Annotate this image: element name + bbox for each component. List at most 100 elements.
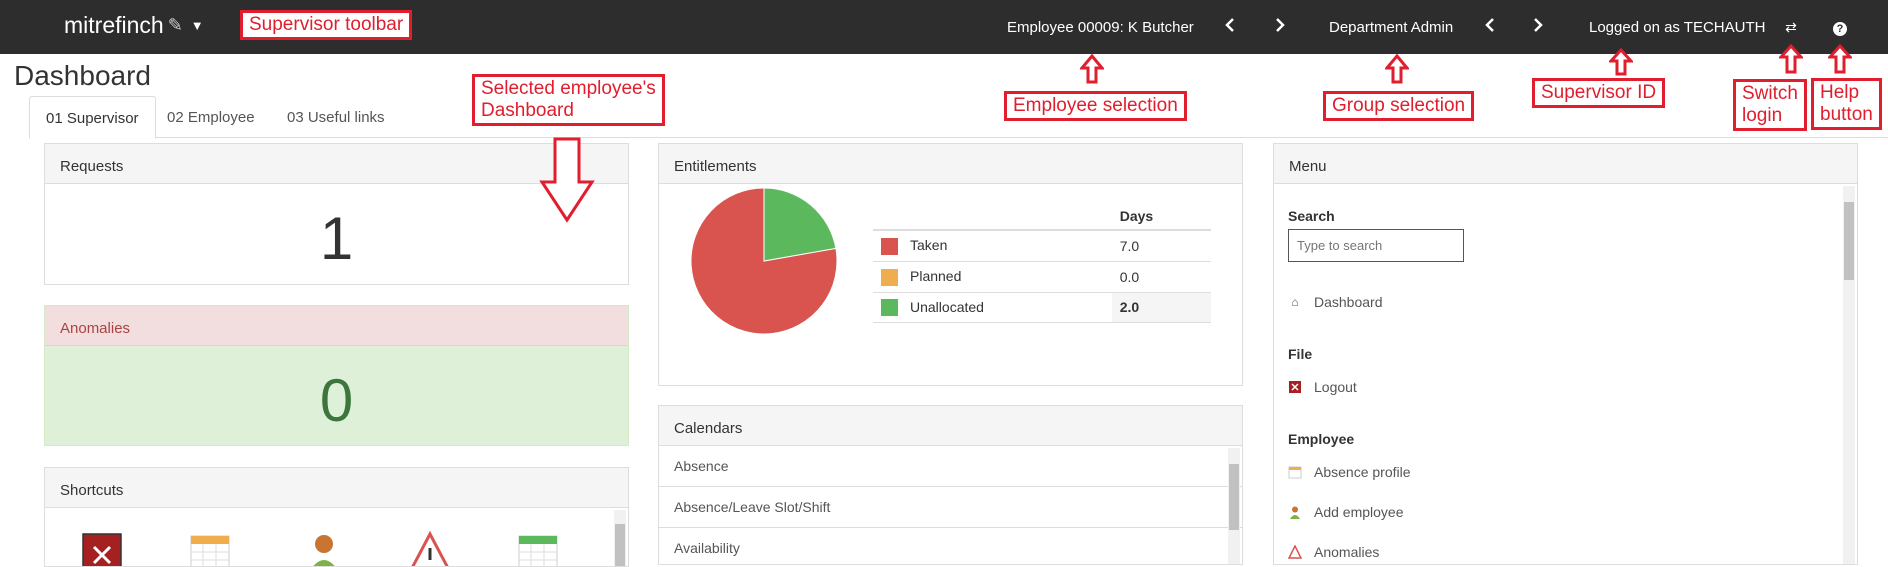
brand-logo: mitrefinch (64, 12, 164, 38)
taken-swatch (881, 237, 898, 255)
chevron-left-icon (1485, 18, 1494, 32)
menu-anomalies-label: Anomalies (1314, 544, 1380, 560)
label-col-header (873, 203, 1112, 231)
group-selection-label[interactable]: Department Admin (1329, 19, 1454, 36)
unallocated-label: Unallocated (910, 298, 984, 315)
group-next-button[interactable] (1526, 15, 1550, 39)
chevron-right-icon (1534, 18, 1543, 32)
menu-absence-profile-link[interactable]: Absence profile (1288, 464, 1411, 480)
requests-count[interactable]: 1 (319, 205, 354, 272)
tab-employee[interactable]: 02 Employee (167, 109, 255, 126)
absence-calendar-shortcut[interactable] (189, 530, 231, 566)
planned-value: 0.0 (1111, 261, 1211, 293)
requests-panel: Requests 1 (44, 143, 629, 285)
annotation-employee-selection: Employee selection (1004, 91, 1187, 121)
warning-icon (1287, 544, 1303, 559)
annotation-up-arrow-icon (1385, 54, 1409, 84)
planned-swatch (881, 268, 898, 286)
menu-panel: Menu Search ⌂ Dashboard File Logout Empl… (1273, 143, 1858, 565)
group-prev-button[interactable] (1478, 15, 1502, 39)
annotation-group-selection: Group selection (1323, 91, 1475, 121)
annotation-up-arrow-icon (1828, 44, 1852, 74)
pie-slice-taken (690, 187, 838, 335)
calendar-absence-link[interactable]: Absence (659, 446, 1242, 487)
annotation-switch-login-line1: Switch (1742, 83, 1798, 104)
anomalies-shortcut[interactable] (409, 530, 451, 566)
switch-login-button[interactable]: ⇄ (1779, 15, 1803, 39)
shortcuts-panel: Shortcuts (44, 467, 629, 567)
logout-shortcut[interactable] (81, 530, 123, 566)
calendar-availability-link[interactable]: Availability (659, 528, 1242, 564)
anomalies-title: Anomalies (45, 306, 628, 346)
shortcuts-scrollbar[interactable] (614, 510, 626, 566)
menu-scrollbar[interactable] (1843, 186, 1855, 564)
entitlements-title: Entitlements (659, 144, 1242, 184)
calendars-panel: Calendars Absence Absence/Leave Slot/Shi… (658, 405, 1243, 565)
search-label: Search (1288, 208, 1335, 224)
entitlements-pie-chart (690, 187, 838, 335)
brand-menu[interactable]: mitrefinch ✎ ▼ (64, 12, 204, 39)
planned-label: Planned (910, 267, 962, 284)
annotation-up-arrow-icon (1080, 54, 1104, 84)
employee-shortcut[interactable] (303, 530, 345, 566)
annotation-help-button-line1: Help (1820, 82, 1860, 103)
tab-useful-links[interactable]: 03 Useful links (287, 109, 385, 126)
menu-logout-label: Logout (1314, 379, 1357, 395)
chevron-left-icon (1225, 18, 1234, 32)
scrollbar-thumb[interactable] (1844, 202, 1854, 280)
annotation-down-arrow-icon (539, 137, 595, 223)
menu-add-employee-link[interactable]: Add employee (1288, 504, 1404, 520)
annotation-switch-login: Switch login (1733, 79, 1807, 131)
file-section-label: File (1288, 346, 1313, 362)
scrollbar-thumb[interactable] (615, 524, 625, 566)
requests-title: Requests (45, 144, 628, 184)
annotation-selected-dashboard: Selected employee's Dashboard (472, 74, 665, 126)
pie-slice-unallocated (763, 187, 837, 262)
menu-dashboard-label: Dashboard (1314, 294, 1383, 310)
calendar-absence-leave-link[interactable]: Absence/Leave Slot/Shift (659, 487, 1242, 528)
menu-logout-link[interactable]: Logout (1288, 379, 1357, 395)
calendar-icon (518, 535, 558, 566)
days-col-header: Days (1111, 203, 1211, 231)
employee-selection-label[interactable]: Employee 00009: K Butcher (1007, 19, 1194, 36)
menu-search-input[interactable] (1288, 229, 1464, 262)
entitlements-panel: Entitlements Days Taken 7.0 Planned 0.0 … (658, 143, 1243, 386)
menu-dashboard-link[interactable]: ⌂ Dashboard (1288, 294, 1383, 310)
logout-icon (1288, 380, 1302, 394)
calendars-title: Calendars (659, 406, 1242, 446)
scrollbar-thumb[interactable] (1229, 464, 1239, 530)
dashboard-tabs: 01 Supervisor 02 Employee 03 Useful link… (29, 96, 1888, 139)
help-button[interactable]: ? (1828, 15, 1852, 39)
table-row: Planned 0.0 (873, 261, 1211, 293)
anomalies-count[interactable]: 0 (319, 367, 354, 434)
calendar-icon (1288, 465, 1302, 479)
page-title: Dashboard (14, 60, 151, 91)
supervisor-id-label: Logged on as TECHAUTH (1589, 19, 1766, 36)
taken-label: Taken (910, 237, 948, 253)
calendars-scrollbar[interactable] (1228, 448, 1240, 564)
chevron-right-icon (1276, 18, 1285, 32)
anomalies-panel: Anomalies 0 (44, 305, 629, 446)
table-row: Unallocated 2.0 (873, 292, 1211, 324)
unallocated-value: 2.0 (1111, 292, 1211, 324)
employee-prev-button[interactable] (1218, 15, 1242, 39)
annotation-selected-dashboard-line1: Selected employee's (481, 78, 656, 99)
menu-title: Menu (1274, 144, 1857, 184)
taken-value: 7.0 (1111, 230, 1211, 262)
employee-next-button[interactable] (1268, 15, 1292, 39)
annotation-up-arrow-icon (1609, 48, 1633, 76)
annotation-help-button: Help button (1811, 78, 1882, 130)
add-person-icon (1288, 505, 1302, 519)
employee-section-label: Employee (1288, 431, 1355, 447)
annotation-help-button-line2: button (1820, 104, 1873, 125)
tab-supervisor[interactable]: 01 Supervisor (29, 96, 156, 139)
calendar-shortcut[interactable] (517, 530, 559, 566)
menu-add-employee-label: Add employee (1314, 504, 1404, 520)
table-row: Taken 7.0 (873, 230, 1211, 262)
entitlements-table: Days Taken 7.0 Planned 0.0 Unallocated 2… (873, 203, 1211, 324)
annotation-selected-dashboard-line2: Dashboard (481, 100, 574, 121)
logout-icon (82, 533, 122, 566)
annotation-supervisor-id: Supervisor ID (1532, 78, 1666, 108)
home-icon: ⌂ (1291, 295, 1299, 309)
annotation-switch-login-line2: login (1742, 105, 1783, 126)
